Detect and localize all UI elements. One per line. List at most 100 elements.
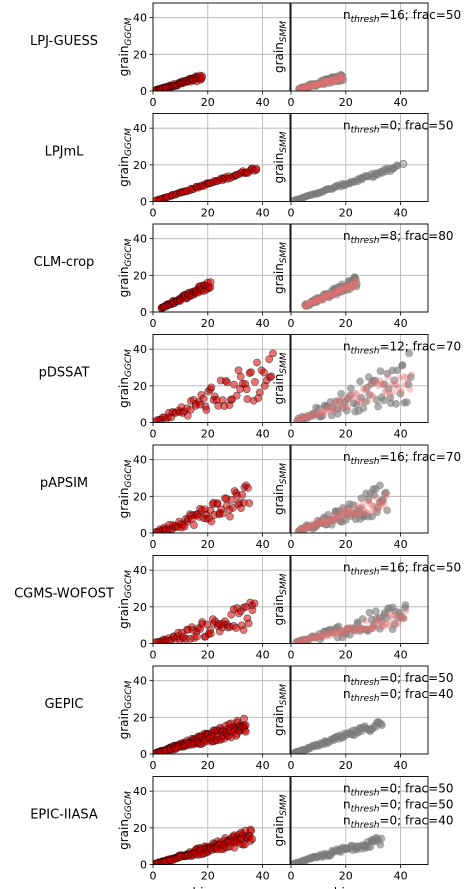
data-point xyxy=(315,404,323,413)
data-point xyxy=(307,299,315,307)
data-point xyxy=(331,290,339,298)
data-point xyxy=(314,296,321,303)
y-tick-label: 40 xyxy=(133,343,147,356)
data-point xyxy=(306,82,314,89)
x-tick-label: 20 xyxy=(339,428,353,441)
panel-annotation: nthresh=0; frac=50 xyxy=(343,671,453,688)
axes-frame xyxy=(290,555,429,644)
data-point xyxy=(323,291,330,299)
data-point xyxy=(398,361,407,369)
data-point xyxy=(339,76,348,84)
data-point xyxy=(401,614,408,622)
data-point xyxy=(373,494,381,502)
scatter-points xyxy=(291,717,386,754)
data-point xyxy=(295,85,303,91)
data-point xyxy=(324,629,332,637)
data-point xyxy=(396,374,404,382)
data-point xyxy=(302,301,310,309)
data-point xyxy=(305,82,313,90)
y-tick-label: 0 xyxy=(140,748,147,761)
data-point xyxy=(377,617,386,626)
data-point xyxy=(319,295,327,303)
y-tick-label: 40 xyxy=(133,564,147,577)
data-point xyxy=(378,380,385,388)
x-tick-label: 40 xyxy=(394,870,408,883)
data-point xyxy=(321,406,329,414)
data-point xyxy=(308,635,316,642)
x-tick-label: 0 xyxy=(288,96,295,109)
data-point xyxy=(344,403,352,411)
data-point xyxy=(328,407,335,415)
x-axis-label: biomGGCM xyxy=(193,886,251,889)
data-point xyxy=(404,380,413,389)
x-tick-label: 0 xyxy=(150,649,157,662)
data-point xyxy=(332,286,340,294)
data-point xyxy=(321,293,329,300)
data-point xyxy=(356,623,364,630)
x-tick-label: 40 xyxy=(394,317,408,330)
data-point xyxy=(305,83,313,91)
data-point xyxy=(355,511,363,519)
data-point xyxy=(299,414,307,421)
data-point xyxy=(367,625,375,632)
data-point xyxy=(327,291,335,299)
x-tick-label: 40 xyxy=(256,649,270,662)
data-point xyxy=(302,302,309,310)
data-point xyxy=(384,373,392,381)
data-point xyxy=(240,714,249,723)
data-point xyxy=(306,412,314,420)
scatter-points xyxy=(292,601,410,644)
data-point xyxy=(344,507,351,515)
data-point xyxy=(362,617,370,625)
data-point xyxy=(321,77,329,85)
data-point xyxy=(315,632,323,640)
data-point xyxy=(406,385,414,393)
data-point xyxy=(223,378,232,387)
data-point xyxy=(302,84,309,91)
data-point xyxy=(326,78,334,85)
x-tick-label: 40 xyxy=(256,96,270,109)
y-axis-label: grainGGCM xyxy=(117,791,134,850)
data-point xyxy=(226,512,234,521)
data-point xyxy=(253,358,261,367)
data-point xyxy=(320,292,327,300)
x-tick-label: 20 xyxy=(201,759,215,772)
data-point xyxy=(365,497,373,505)
data-point xyxy=(336,403,344,411)
y-tick-label: 20 xyxy=(133,711,147,724)
data-point xyxy=(390,620,399,629)
data-point xyxy=(206,278,215,287)
data-point xyxy=(337,513,345,521)
y-axis-label: grainGGCM xyxy=(117,680,134,739)
data-point xyxy=(317,80,325,88)
data-point xyxy=(308,411,315,419)
x-tick-label: 20 xyxy=(339,96,353,109)
data-point xyxy=(296,85,304,91)
data-point xyxy=(303,83,311,91)
data-point xyxy=(317,296,325,304)
data-point xyxy=(349,501,358,509)
x-tick-label: 20 xyxy=(201,96,215,109)
data-point xyxy=(330,291,338,298)
scatter-points xyxy=(153,714,250,754)
axes-frame xyxy=(152,555,291,644)
data-point xyxy=(336,286,343,294)
data-point xyxy=(406,373,415,382)
data-point xyxy=(295,527,303,533)
data-point xyxy=(339,512,346,519)
data-point xyxy=(342,625,350,633)
data-point xyxy=(351,628,359,636)
data-point xyxy=(323,519,331,527)
data-point xyxy=(328,290,336,298)
y-axis-label: grainGGCM xyxy=(117,128,134,187)
data-point xyxy=(324,293,332,301)
data-point xyxy=(358,615,367,623)
data-point xyxy=(318,80,326,88)
data-point xyxy=(374,618,381,626)
data-point xyxy=(363,387,370,395)
data-point xyxy=(394,384,402,392)
data-point xyxy=(368,508,376,515)
data-point xyxy=(202,406,211,414)
